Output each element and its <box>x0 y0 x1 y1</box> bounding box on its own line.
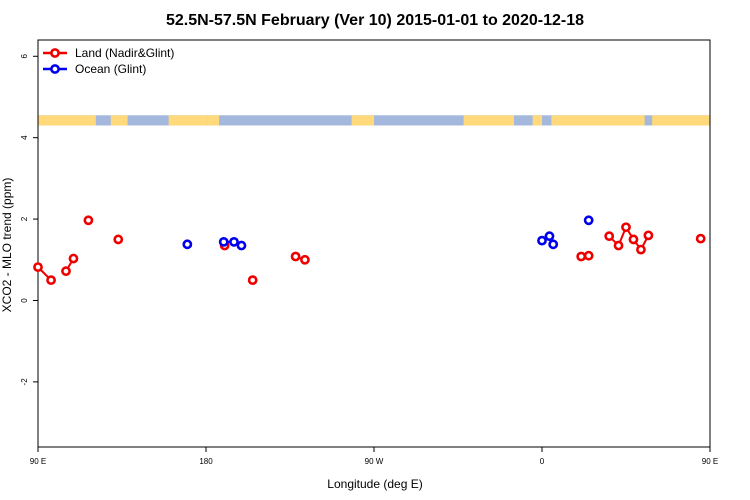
series-0-point-9 <box>583 250 594 261</box>
series-1-point-7 <box>583 215 594 226</box>
y-tick-label-1: 0 <box>20 298 29 303</box>
land-segment-1 <box>86 115 96 126</box>
legend-label-0: Land (Nadir&Glint) <box>75 46 174 60</box>
series-0-point-1 <box>46 275 56 286</box>
plot-frame <box>37 39 711 448</box>
legend-label-1: Ocean (Glint) <box>75 62 146 76</box>
land-segment-10 <box>652 115 710 126</box>
land-segment-7 <box>532 115 542 126</box>
series-1-point-5 <box>544 231 555 242</box>
land-segment-4 <box>207 115 220 126</box>
land-segment-8 <box>551 115 557 126</box>
series-0-point-5 <box>247 275 258 286</box>
legend: Land (Nadir&Glint) Ocean (Glint) <box>43 46 174 76</box>
land-segment-0 <box>38 115 87 126</box>
series-0-point-16 <box>695 233 706 244</box>
series-0-point-7 <box>300 254 310 265</box>
series-1-point-2 <box>229 236 239 247</box>
series-1-point-0 <box>182 239 193 250</box>
legend-marker-1 <box>50 64 60 74</box>
series-0-point-12 <box>621 222 631 233</box>
series-0-point-15 <box>643 230 654 241</box>
series-0-point-11 <box>613 240 624 251</box>
legend-marker-0 <box>50 48 60 58</box>
land-segment-6 <box>463 115 514 126</box>
land-segment-3 <box>168 115 208 126</box>
series-0-point-8 <box>576 251 587 262</box>
series-1-point-1 <box>218 236 229 247</box>
x-tick-label-1: 180 <box>199 457 213 466</box>
plot-area: 90 E 180 90 W 0 90 E -2 0 2 4 6 <box>20 39 718 466</box>
series-0-point-17 <box>83 215 94 226</box>
series-0-point-13 <box>628 234 639 245</box>
series-0-point-14 <box>636 244 646 255</box>
y-tick-label-4: 6 <box>20 54 29 59</box>
x-tick-label-3: 0 <box>540 457 545 466</box>
series-0-point-18 <box>113 234 124 245</box>
x-axis-title: Longitude (deg E) <box>327 477 422 491</box>
land-segment-9 <box>556 115 645 126</box>
y-axis-title: XCO2 - MLO trend (ppm) <box>0 178 14 313</box>
y-tick-label-3: 4 <box>20 135 29 140</box>
series-0-point-0 <box>33 262 43 273</box>
y-tick-label-2: 2 <box>20 216 29 221</box>
series-0-point-6 <box>290 251 301 262</box>
series-1-point-3 <box>236 240 247 251</box>
series-1-point-4 <box>537 235 547 246</box>
series-0-point-10 <box>604 231 615 242</box>
x-tick-label-4: 90 E <box>702 457 718 466</box>
series-0-point-2 <box>61 266 71 277</box>
series-0-point-3 <box>68 253 79 264</box>
y-tick-label-0: -2 <box>20 378 29 386</box>
chart-title: 52.5N-57.5N February (Ver 10) 2015-01-01… <box>166 12 584 29</box>
series-1-point-6 <box>548 239 559 250</box>
land-segment-5 <box>351 115 374 126</box>
land-segment-2 <box>110 115 128 126</box>
x-tick-label-0: 90 E <box>30 457 46 466</box>
x-tick-label-2: 90 W <box>365 457 384 466</box>
